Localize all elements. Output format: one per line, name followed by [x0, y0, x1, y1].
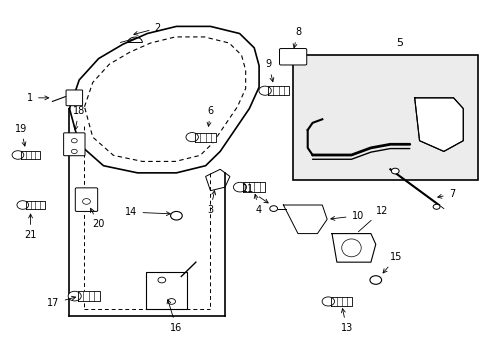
Text: 14: 14: [125, 207, 170, 217]
Text: 10: 10: [330, 211, 363, 221]
Text: 11: 11: [242, 184, 267, 203]
Text: 18: 18: [73, 106, 85, 130]
Text: 9: 9: [265, 59, 273, 82]
Text: 16: 16: [167, 300, 182, 333]
Text: 7: 7: [437, 189, 454, 199]
Text: 4: 4: [254, 194, 262, 215]
Circle shape: [17, 201, 29, 209]
Text: 12: 12: [358, 206, 387, 232]
Polygon shape: [283, 205, 326, 234]
Polygon shape: [195, 132, 216, 142]
Text: 20: 20: [90, 208, 104, 229]
Polygon shape: [331, 234, 375, 262]
Polygon shape: [331, 297, 351, 306]
Circle shape: [269, 206, 277, 211]
Circle shape: [233, 182, 246, 192]
FancyBboxPatch shape: [63, 133, 85, 156]
Circle shape: [170, 211, 182, 220]
Text: 3: 3: [207, 191, 215, 215]
Circle shape: [68, 291, 81, 301]
FancyBboxPatch shape: [279, 49, 306, 65]
Polygon shape: [267, 86, 288, 95]
Text: 15: 15: [382, 252, 402, 273]
Text: 17: 17: [47, 296, 76, 308]
Text: 8: 8: [292, 27, 301, 48]
Polygon shape: [78, 291, 100, 301]
Circle shape: [185, 132, 198, 142]
Polygon shape: [243, 182, 264, 192]
Text: 1: 1: [27, 93, 49, 103]
Circle shape: [158, 277, 165, 283]
FancyBboxPatch shape: [146, 272, 187, 309]
Circle shape: [390, 168, 398, 174]
FancyBboxPatch shape: [292, 55, 477, 180]
Circle shape: [432, 204, 439, 209]
FancyBboxPatch shape: [75, 188, 98, 211]
Circle shape: [167, 298, 175, 304]
Text: 21: 21: [24, 214, 37, 240]
Polygon shape: [21, 151, 40, 159]
Circle shape: [322, 297, 334, 306]
Circle shape: [369, 276, 381, 284]
Text: 6: 6: [206, 106, 213, 126]
FancyBboxPatch shape: [66, 90, 82, 106]
Polygon shape: [414, 98, 462, 152]
Polygon shape: [26, 201, 45, 209]
Text: 5: 5: [396, 38, 403, 48]
Circle shape: [12, 151, 24, 159]
Text: 13: 13: [340, 309, 352, 333]
Circle shape: [258, 86, 271, 95]
Text: 2: 2: [134, 23, 161, 35]
Text: 19: 19: [15, 123, 27, 146]
